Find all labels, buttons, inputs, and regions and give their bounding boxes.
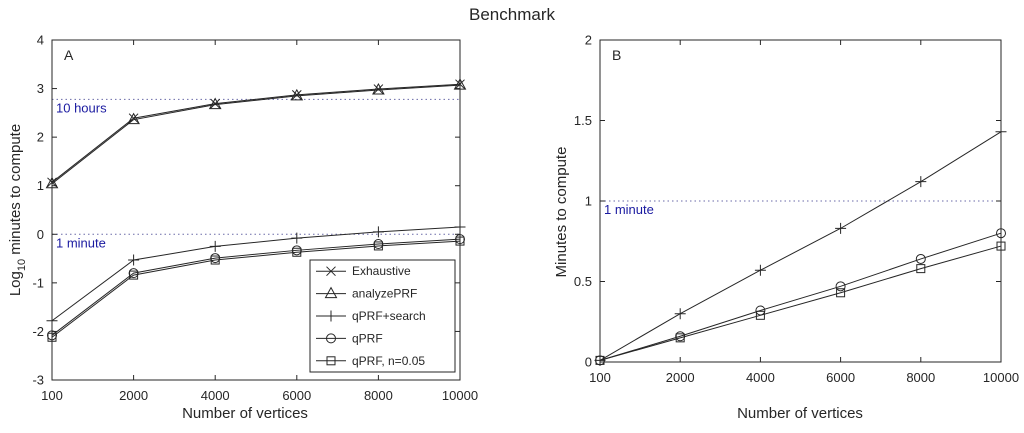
panel-b-x-tick-label: 2000 bbox=[666, 370, 695, 385]
panel-a-point-qprf-search bbox=[291, 232, 303, 244]
panel-a-x-tick-label: 6000 bbox=[282, 388, 311, 403]
panel-b-letter: B bbox=[612, 47, 621, 63]
legend-marker-exhaustive bbox=[326, 266, 336, 277]
panel-b-y-ticks: 0 0.5 1 1.5 2 bbox=[574, 33, 1001, 370]
panel-a-x-tick-label: 100 bbox=[41, 388, 63, 403]
panel-a-x-ticks: 100 2000 4000 6000 8000 10000 bbox=[41, 40, 478, 403]
panel-b-x-tick-label: 100 bbox=[589, 370, 611, 385]
legend-marker-qprf-n-0-05 bbox=[326, 356, 336, 366]
panel-a-annotation-10-hours: 10 hours bbox=[56, 100, 107, 115]
panel-b-series-line-qprf bbox=[599, 232, 1002, 361]
panel-b-axes-box bbox=[599, 39, 1002, 363]
panel-a-series-line-exhaustive bbox=[51, 83, 461, 183]
panel-b-x-tick-label: 4000 bbox=[746, 370, 775, 385]
panel-b-point-qprf bbox=[915, 253, 926, 264]
legend-marker-analyzeprf bbox=[324, 286, 338, 299]
panel-a-y-axis-label: Log10 minutes to compute bbox=[7, 124, 28, 296]
panel-a-x-tick-label: 8000 bbox=[364, 388, 393, 403]
panel-b-annotations: 1 minute bbox=[604, 202, 654, 217]
panel-a-reference-lines bbox=[52, 98, 460, 235]
panel-b-point-qprf-search bbox=[674, 308, 686, 320]
panel-a-point-qprf-search bbox=[209, 240, 221, 252]
panel-b-point-qprf-n-0-05 bbox=[916, 264, 926, 274]
panel-a-point-qprf-search bbox=[128, 254, 140, 266]
panel-b-point-qprf-search bbox=[754, 264, 766, 276]
panel-b-annotation-1-minute: 1 minute bbox=[604, 202, 654, 217]
panel-a-point-analyzeprf bbox=[290, 88, 304, 101]
panel-a-y-tick-label: 0 bbox=[37, 227, 44, 242]
panel-a-point-analyzeprf bbox=[127, 112, 140, 125]
panel-a-x-tick-label: 4000 bbox=[201, 388, 230, 403]
panel-a-y-axis-label-main: Log bbox=[7, 271, 24, 296]
panel-b-point-qprf-search bbox=[835, 222, 847, 234]
panel-a-x-axis-label: Number of vertices bbox=[182, 405, 308, 422]
panel-b-series-line-qprf-n-0-05 bbox=[599, 245, 1002, 361]
panel-a: 100 2000 4000 6000 8000 10000 -3 -2 -1 0 1 2 3 4 A N… bbox=[7, 33, 478, 423]
panel-a-y-tick-label: 4 bbox=[37, 33, 44, 48]
panel-a-series-line-analyzeprf bbox=[51, 84, 461, 185]
panel-b: 100 2000 4000 6000 8000 10000 0 0.5 1 1.5 2 B Num… bbox=[553, 33, 1019, 423]
panel-a-y-tick-label: 2 bbox=[37, 130, 44, 145]
panel-a-axes-box bbox=[51, 39, 461, 381]
panel-a-y-tick-label: -1 bbox=[32, 275, 44, 290]
legend-marker-qprf bbox=[326, 333, 336, 344]
panel-a-series-line-qprf-n-0-05 bbox=[51, 240, 461, 338]
panel-a-annotations: 10 hours 1 minute bbox=[56, 100, 107, 250]
panel-a-series-line-qprf-search bbox=[51, 226, 461, 322]
panel-a-point-qprf-n-0-05 bbox=[292, 247, 302, 257]
panel-a-series-line-qprf bbox=[51, 238, 461, 336]
panel-b-x-tick-label: 6000 bbox=[826, 370, 855, 385]
panel-b-point-qprf-search bbox=[915, 176, 927, 188]
panel-b-x-axis-label: Number of vertices bbox=[737, 405, 863, 422]
panel-a-y-axis-label-subscript: 10 bbox=[16, 259, 28, 271]
panel-a-point-qprf-n-0-05 bbox=[373, 241, 383, 251]
panel-a-x-tick-label: 2000 bbox=[119, 388, 148, 403]
legend-label-exhaustive: Exhaustive bbox=[352, 264, 411, 278]
panel-a-y-tick-label: 1 bbox=[37, 178, 44, 193]
panel-a-annotation-1-minute: 1 minute bbox=[56, 235, 106, 250]
panel-b-y-tick-label: 0.5 bbox=[574, 274, 592, 289]
panel-a-letter: A bbox=[64, 47, 74, 63]
panel-b-y-tick-label: 0 bbox=[585, 355, 592, 370]
panel-b-point-qprf bbox=[835, 281, 846, 292]
panel-b-series bbox=[594, 126, 1007, 366]
panel-a-point-analyzeprf bbox=[208, 97, 222, 110]
panel-b-y-tick-label: 1 bbox=[585, 194, 592, 209]
panel-a-point-qprf-n-0-05 bbox=[210, 255, 220, 265]
panel-b-point-qprf-n-0-05 bbox=[755, 310, 765, 320]
panel-a-point-analyzeprf bbox=[372, 82, 385, 95]
panel-a-legend: Exhaustive analyzePRF qPRF+search qPRF qPRF,… bbox=[309, 259, 456, 373]
panel-b-x-tick-label: 10000 bbox=[983, 370, 1019, 385]
panel-b-point-qprf-n-0-05 bbox=[675, 333, 685, 343]
panel-b-x-ticks: 100 2000 4000 6000 8000 10000 bbox=[589, 40, 1019, 385]
panel-b-x-tick-label: 8000 bbox=[906, 370, 935, 385]
panel-a-point-qprf-search bbox=[372, 226, 384, 238]
panel-b-y-tick-label: 2 bbox=[585, 33, 592, 48]
panel-b-series-line-qprf-search bbox=[599, 131, 1002, 361]
legend-marker-qprf-search bbox=[325, 310, 337, 322]
panel-a-y-ticks: -3 -2 -1 0 1 2 3 4 bbox=[32, 33, 460, 388]
legend-label-qprf: qPRF bbox=[352, 331, 383, 345]
panel-a-y-tick-label: 3 bbox=[37, 81, 44, 96]
panel-b-point-qprf-n-0-05 bbox=[836, 288, 846, 298]
legend-label-qprf-search: qPRF+search bbox=[352, 309, 426, 323]
panel-a-point-exhaustive bbox=[291, 90, 302, 100]
panel-a-point-qprf-n-0-05 bbox=[129, 270, 139, 280]
legend-label-analyzeprf: analyzePRF bbox=[352, 287, 417, 301]
panel-a-y-axis-label-rest: minutes to compute bbox=[7, 124, 24, 259]
panel-b-y-tick-label: 1.5 bbox=[574, 113, 592, 128]
panel-a-point-exhaustive bbox=[210, 98, 221, 109]
panel-a-y-tick-label: -3 bbox=[32, 373, 44, 388]
panel-b-y-axis-label: Minutes to compute bbox=[553, 147, 570, 278]
panel-a-point-exhaustive bbox=[128, 113, 139, 124]
figure-title: Benchmark bbox=[469, 5, 555, 24]
panel-a-x-tick-label: 10000 bbox=[442, 388, 478, 403]
legend-label-qprf-n-0-05: qPRF, n=0.05 bbox=[352, 354, 425, 368]
panel-a-point-exhaustive bbox=[373, 84, 384, 94]
panel-a-y-tick-label: -2 bbox=[32, 324, 44, 339]
